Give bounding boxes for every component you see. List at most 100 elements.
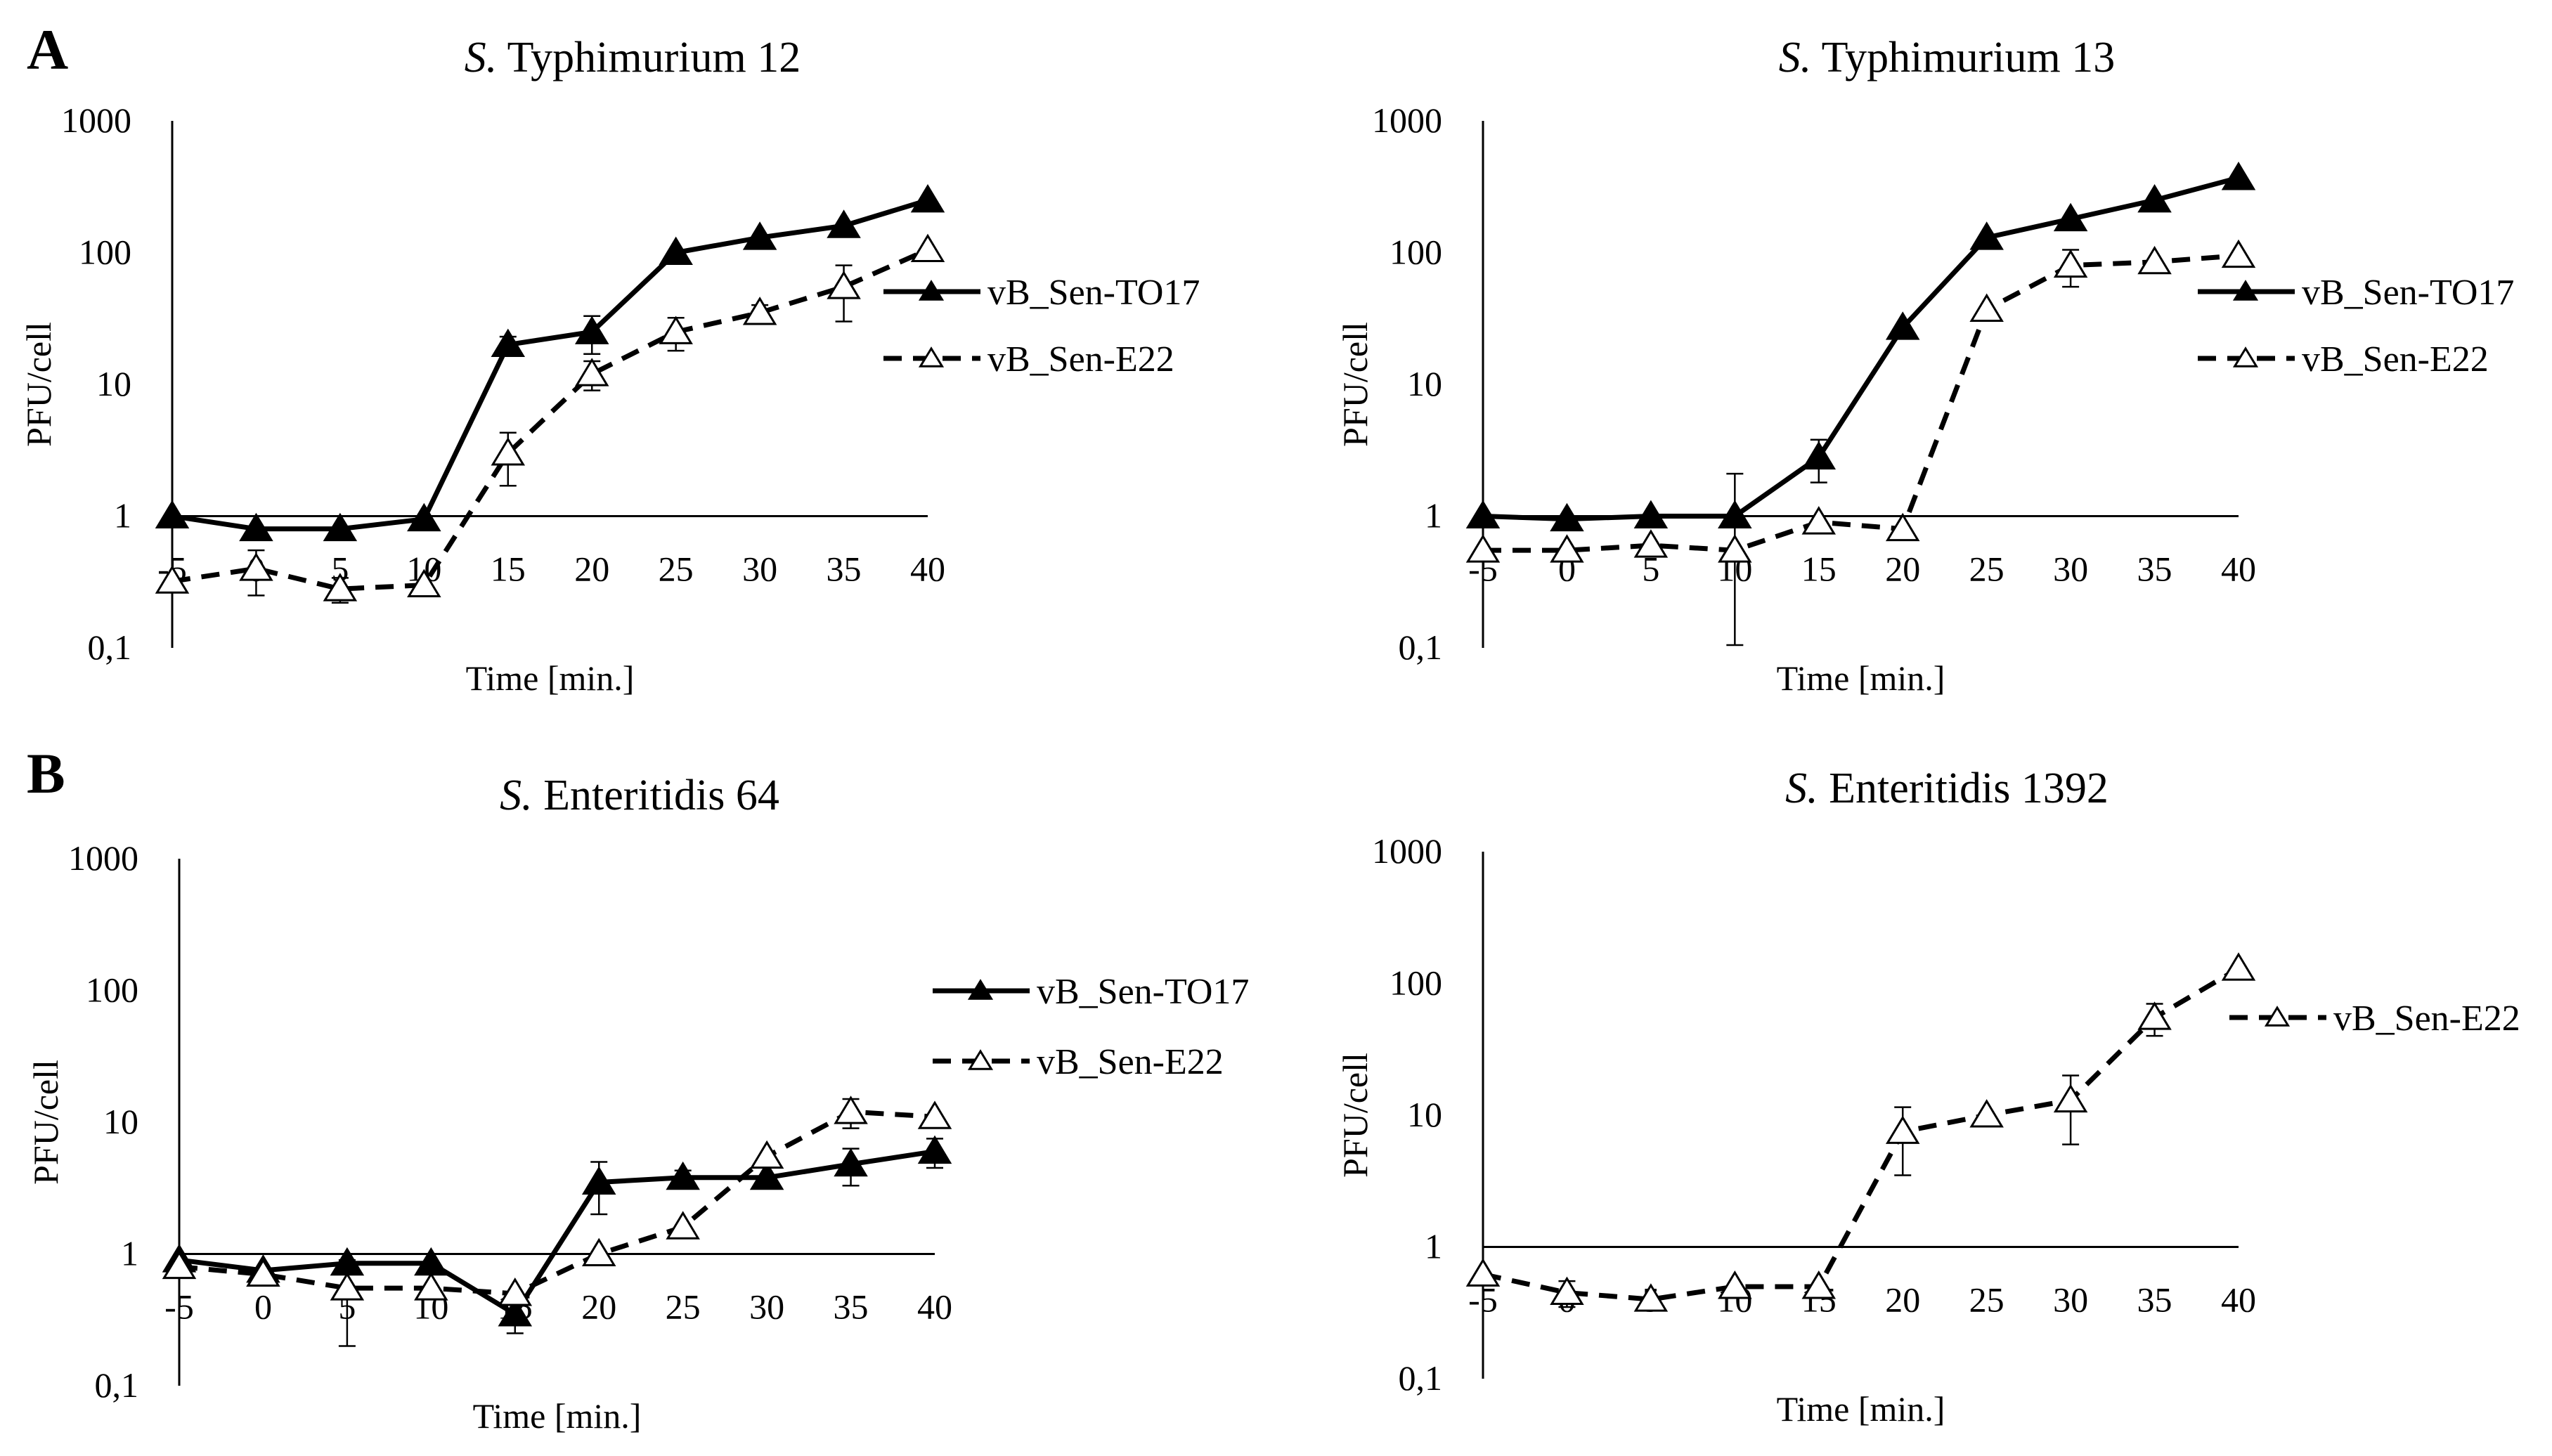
data-point-marker bbox=[749, 1140, 784, 1169]
x-tick-label: 20 bbox=[1885, 1280, 1920, 1320]
y-tick-label: 1 bbox=[114, 496, 131, 535]
y-tick-label: 1000 bbox=[68, 838, 138, 878]
data-point-marker bbox=[1633, 500, 1669, 528]
x-tick-label: 35 bbox=[827, 550, 862, 589]
data-point-marker bbox=[742, 297, 777, 325]
x-tick-label: 15 bbox=[1801, 550, 1837, 589]
chart-3: S. Enteritidis 64 1000 100 10 1 0,1 PFU/cell -5… bbox=[26, 772, 1249, 1436]
series-vB_Sen-TO17: vB_Sen-TO17 bbox=[1465, 162, 2514, 646]
x-axis-label: Time [min.] bbox=[473, 1396, 642, 1436]
data-point-marker bbox=[1633, 1283, 1669, 1312]
x-tick-label: 25 bbox=[1969, 550, 2004, 589]
data-point-marker bbox=[827, 209, 861, 238]
data-point-marker bbox=[2137, 1001, 2172, 1030]
data-point-marker bbox=[1885, 512, 1920, 542]
series-vB_Sen-E22: vB_Sen-E22 bbox=[155, 233, 1174, 604]
data-point-marker bbox=[749, 1161, 784, 1190]
x-tick-label: 40 bbox=[2221, 1280, 2256, 1320]
chart-title-strain: Enteritidis 1392 bbox=[1818, 765, 2109, 812]
y-tick-label: 0,1 bbox=[95, 1365, 139, 1405]
data-point-marker bbox=[407, 502, 441, 532]
data-point-marker bbox=[1969, 1099, 2004, 1128]
y-tick-label: 100 bbox=[79, 233, 131, 272]
x-tick-label: 40 bbox=[917, 1287, 952, 1327]
chart-title-strain: Enteritidis 64 bbox=[533, 772, 779, 819]
data-point-marker bbox=[1550, 502, 1584, 532]
series-line bbox=[1482, 175, 2239, 522]
y-tick-label: 1 bbox=[1425, 1227, 1442, 1266]
x-tick-label: -5 bbox=[164, 1287, 194, 1327]
y-axis-label: PFU/cell bbox=[1335, 1053, 1375, 1178]
series-line bbox=[171, 247, 929, 592]
data-point-marker bbox=[574, 358, 609, 386]
chart-title: S. Enteritidis 1392 bbox=[1785, 765, 2109, 812]
data-point-marker bbox=[2053, 249, 2088, 278]
y-tick-label: 100 bbox=[86, 970, 138, 1010]
x-tick-label: 20 bbox=[574, 550, 609, 589]
x-tick-label: 25 bbox=[666, 1287, 701, 1327]
charts-container: S. Typhimurium 1210001001010,1PFU/cell-5… bbox=[19, 34, 2520, 1436]
data-point-marker bbox=[1885, 1115, 1920, 1144]
legend-marker bbox=[2264, 1006, 2291, 1027]
legend-label: vB_Sen-E22 bbox=[2302, 339, 2489, 379]
x-tick-label: 20 bbox=[1885, 550, 1920, 589]
series-vB_Sen-E22: vB_Sen-E22 bbox=[1465, 239, 2489, 563]
data-point-marker bbox=[917, 1135, 952, 1164]
series-vB_Sen-E22: vB_Sen-E22 bbox=[162, 1042, 1224, 1347]
data-point-marker bbox=[491, 437, 526, 466]
data-point-marker bbox=[1969, 221, 2004, 250]
x-tick-label: 40 bbox=[910, 550, 945, 589]
legend-label: vB_Sen-E22 bbox=[987, 339, 1174, 379]
y-tick-label: 100 bbox=[1390, 963, 1442, 1003]
data-point-marker bbox=[910, 233, 945, 263]
data-point-marker bbox=[910, 183, 945, 213]
data-point-marker bbox=[666, 1211, 700, 1240]
y-tick-label: 0,1 bbox=[1399, 1358, 1443, 1398]
legend-label: vB_Sen-TO17 bbox=[1037, 972, 1249, 1012]
data-point-marker bbox=[827, 271, 861, 299]
x-axis-label: Time [min.] bbox=[1777, 1389, 1945, 1429]
data-point-marker bbox=[1801, 506, 1837, 535]
data-point-marker bbox=[498, 1298, 533, 1327]
data-point-marker bbox=[1801, 1270, 1837, 1299]
y-tick-label: 10 bbox=[1407, 364, 1442, 403]
legend-label: vB_Sen-TO17 bbox=[2302, 273, 2514, 313]
y-tick-label: 10 bbox=[1407, 1095, 1442, 1134]
x-tick-label: 40 bbox=[2221, 550, 2256, 589]
x-tick-label: 0 bbox=[254, 1287, 272, 1327]
data-point-marker bbox=[1465, 534, 1501, 563]
x-tick-label: 30 bbox=[749, 1287, 784, 1327]
data-point-marker bbox=[1885, 311, 1920, 340]
y-axis-label: PFU/cell bbox=[1335, 322, 1375, 447]
legend-marker bbox=[2232, 280, 2259, 301]
data-point-marker bbox=[155, 565, 190, 594]
data-point-marker bbox=[574, 316, 609, 344]
chart-title: S. Enteritidis 64 bbox=[500, 772, 779, 819]
data-point-marker bbox=[834, 1148, 868, 1177]
data-point-marker bbox=[1465, 1258, 1501, 1287]
x-tick-label: 30 bbox=[2053, 550, 2088, 589]
chart-title-species-prefix: S. bbox=[1785, 765, 1818, 812]
data-point-marker bbox=[2221, 239, 2256, 268]
chart-title-species-prefix: S. bbox=[1779, 34, 1812, 82]
chart-2: S. Typhimurium 1310001001010,1PFU/cell-5… bbox=[1335, 34, 2514, 698]
data-point-marker bbox=[239, 552, 273, 581]
y-tick-label: 0,1 bbox=[88, 628, 132, 667]
series-line bbox=[179, 1109, 935, 1296]
y-tick-label: 1000 bbox=[61, 100, 131, 140]
x-tick-label: 35 bbox=[834, 1287, 869, 1327]
legend-label: vB_Sen-TO17 bbox=[987, 273, 1200, 313]
panel-label-b: B bbox=[27, 741, 65, 805]
data-point-marker bbox=[659, 316, 693, 344]
series-vB_Sen-TO17: vB_Sen-TO17 bbox=[155, 183, 1200, 542]
y-tick-label: 10 bbox=[96, 364, 131, 403]
data-point-marker bbox=[2221, 952, 2256, 981]
chart-title-species-prefix: S. bbox=[500, 772, 533, 819]
data-point-marker bbox=[581, 1166, 616, 1195]
x-tick-label: 35 bbox=[2137, 550, 2172, 589]
y-tick-label: 10 bbox=[103, 1102, 138, 1141]
data-point-marker bbox=[666, 1161, 700, 1190]
chart-title-strain: Typhimurium 12 bbox=[497, 34, 801, 82]
data-point-marker bbox=[155, 500, 190, 528]
